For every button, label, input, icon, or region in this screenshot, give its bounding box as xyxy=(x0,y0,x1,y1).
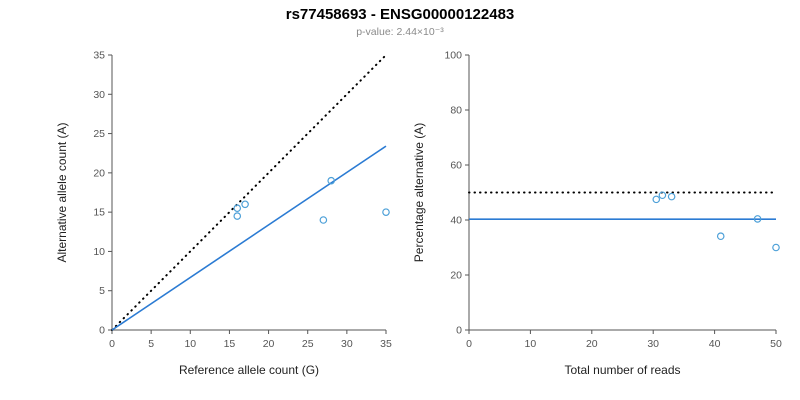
percentage-scatter-plot: 0 10 20 30 40 50 0 20 40 60 80 100 Total number of r… xyxy=(412,50,782,378)
x-tick-label: 10 xyxy=(525,338,537,350)
x-tick-label: 0 xyxy=(109,338,115,350)
y-tick-label: 15 xyxy=(93,207,105,219)
x-axis-title: Reference allele count (G) xyxy=(179,363,319,377)
data-point xyxy=(753,215,762,223)
plots-row: 0 5 10 15 20 25 30 35 0 5 10 15 20 25 30 35 Reference al… xyxy=(0,46,800,398)
y-tick-label: 40 xyxy=(450,215,462,227)
figure-header: rs77458693 - ENSG00000122483 p-value: 2.… xyxy=(0,0,800,46)
p-value-subtitle: p-value: 2.44×10⁻³ xyxy=(356,26,444,38)
data-point xyxy=(667,192,676,201)
y-tick-label: 5 xyxy=(99,285,105,297)
y-tick-label: 20 xyxy=(450,270,462,282)
data-point xyxy=(233,204,242,213)
y-tick-label: 20 xyxy=(93,167,105,179)
x-tick-label: 20 xyxy=(263,338,275,350)
x-tick-label: 30 xyxy=(341,338,353,350)
x-tick-label: 50 xyxy=(770,338,782,350)
x-tick-label: 10 xyxy=(184,338,196,350)
y-tick-label: 60 xyxy=(450,160,462,172)
data-point xyxy=(327,176,336,185)
x-tick-label: 20 xyxy=(586,338,598,350)
y-tick-label: 10 xyxy=(93,246,105,258)
data-point xyxy=(658,191,667,200)
allele-count-scatter-plot: 0 5 10 15 20 25 30 35 0 5 10 15 20 25 30 35 Reference al… xyxy=(55,50,392,378)
y-tick-label: 30 xyxy=(93,89,105,101)
y-tick-label: 100 xyxy=(444,50,462,62)
data-point xyxy=(716,232,725,241)
y-tick-label: 80 xyxy=(450,105,462,117)
y-tick-label: 0 xyxy=(456,325,462,337)
regression-line xyxy=(111,145,387,331)
data-point xyxy=(772,243,780,252)
x-axis: 0 5 10 15 20 25 30 35 xyxy=(109,329,392,350)
x-tick-label: 0 xyxy=(466,338,472,350)
y-tick-label: 0 xyxy=(99,325,105,337)
data-point xyxy=(319,216,328,224)
x-tick-label: 25 xyxy=(302,338,314,350)
y-axis-title: Percentage alternative (A) xyxy=(412,123,426,262)
x-tick-label: 30 xyxy=(647,338,659,350)
data-point xyxy=(241,200,249,209)
x-axis: 0 10 20 30 40 50 xyxy=(466,329,782,350)
x-tick-label: 40 xyxy=(709,338,721,350)
data-point xyxy=(233,212,242,220)
y-tick-label: 35 xyxy=(93,50,105,62)
y-axis: 0 5 10 15 20 25 30 35 xyxy=(93,50,113,337)
data-point xyxy=(652,195,661,204)
x-tick-label: 35 xyxy=(380,338,392,350)
data-point xyxy=(382,208,390,216)
chart-title: rs77458693 - ENSG00000122483 xyxy=(285,6,515,23)
x-tick-label: 15 xyxy=(224,338,236,350)
y-axis: 0 20 40 60 80 100 xyxy=(444,50,470,337)
y-tick-label: 25 xyxy=(93,128,105,140)
x-tick-label: 5 xyxy=(148,338,154,350)
identity-line xyxy=(111,54,387,331)
x-axis-title: Total number of reads xyxy=(564,363,680,377)
y-axis-title: Alternative allele count (A) xyxy=(55,122,69,262)
